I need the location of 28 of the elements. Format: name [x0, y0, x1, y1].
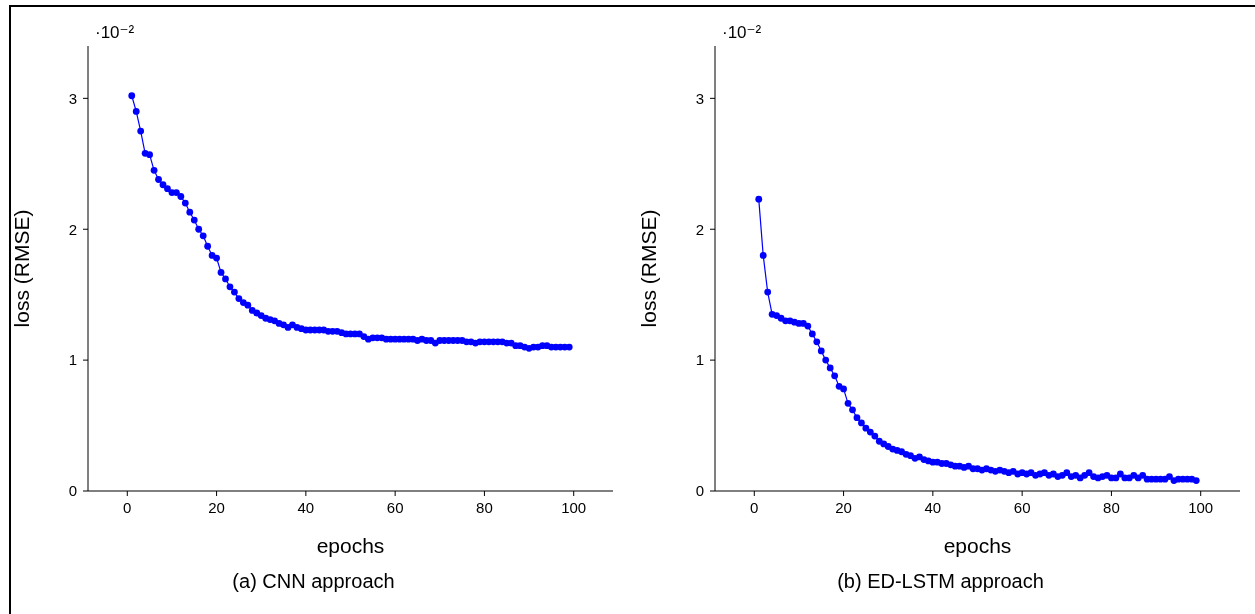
y-axis-title: loss (RMSE) — [637, 209, 661, 328]
x-tick-label: 0 — [123, 498, 132, 516]
x-axis-title: epochs — [943, 534, 1012, 557]
x-tick-label: 40 — [924, 498, 942, 516]
x-tick-label: 20 — [835, 498, 852, 516]
x-tick-label: 0 — [750, 498, 759, 516]
x-tick-label: 60 — [1013, 498, 1031, 516]
x-tick-label: 20 — [208, 498, 225, 516]
y-tick-label: 2 — [695, 220, 704, 238]
text: (a) CNN approach — [232, 570, 395, 592]
x-tick-label: 100 — [1188, 498, 1214, 516]
y-tick-label: 3 — [68, 89, 77, 107]
y-tick-label: 1 — [68, 351, 77, 369]
x-tick-label: 40 — [297, 498, 315, 516]
text: ·10⁻² — [95, 23, 135, 42]
y-tick-label: 0 — [695, 482, 704, 500]
x-tick-label: 100 — [561, 498, 587, 516]
x-tick-label: 60 — [386, 498, 404, 516]
y-tick-label: 3 — [695, 89, 704, 107]
x-tick-label: 80 — [476, 498, 493, 516]
y-tick-label: 2 — [68, 220, 77, 238]
y-tick-label: 0 — [68, 482, 77, 500]
x-tick-label: 80 — [1103, 498, 1120, 516]
y-axis-title: loss (RMSE) — [10, 209, 34, 328]
text: (b) ED-LSTM approach — [837, 570, 1044, 592]
text: ·10⁻² — [722, 23, 762, 42]
x-axis-title: epochs — [316, 534, 385, 557]
y-tick-label: 1 — [695, 351, 704, 369]
